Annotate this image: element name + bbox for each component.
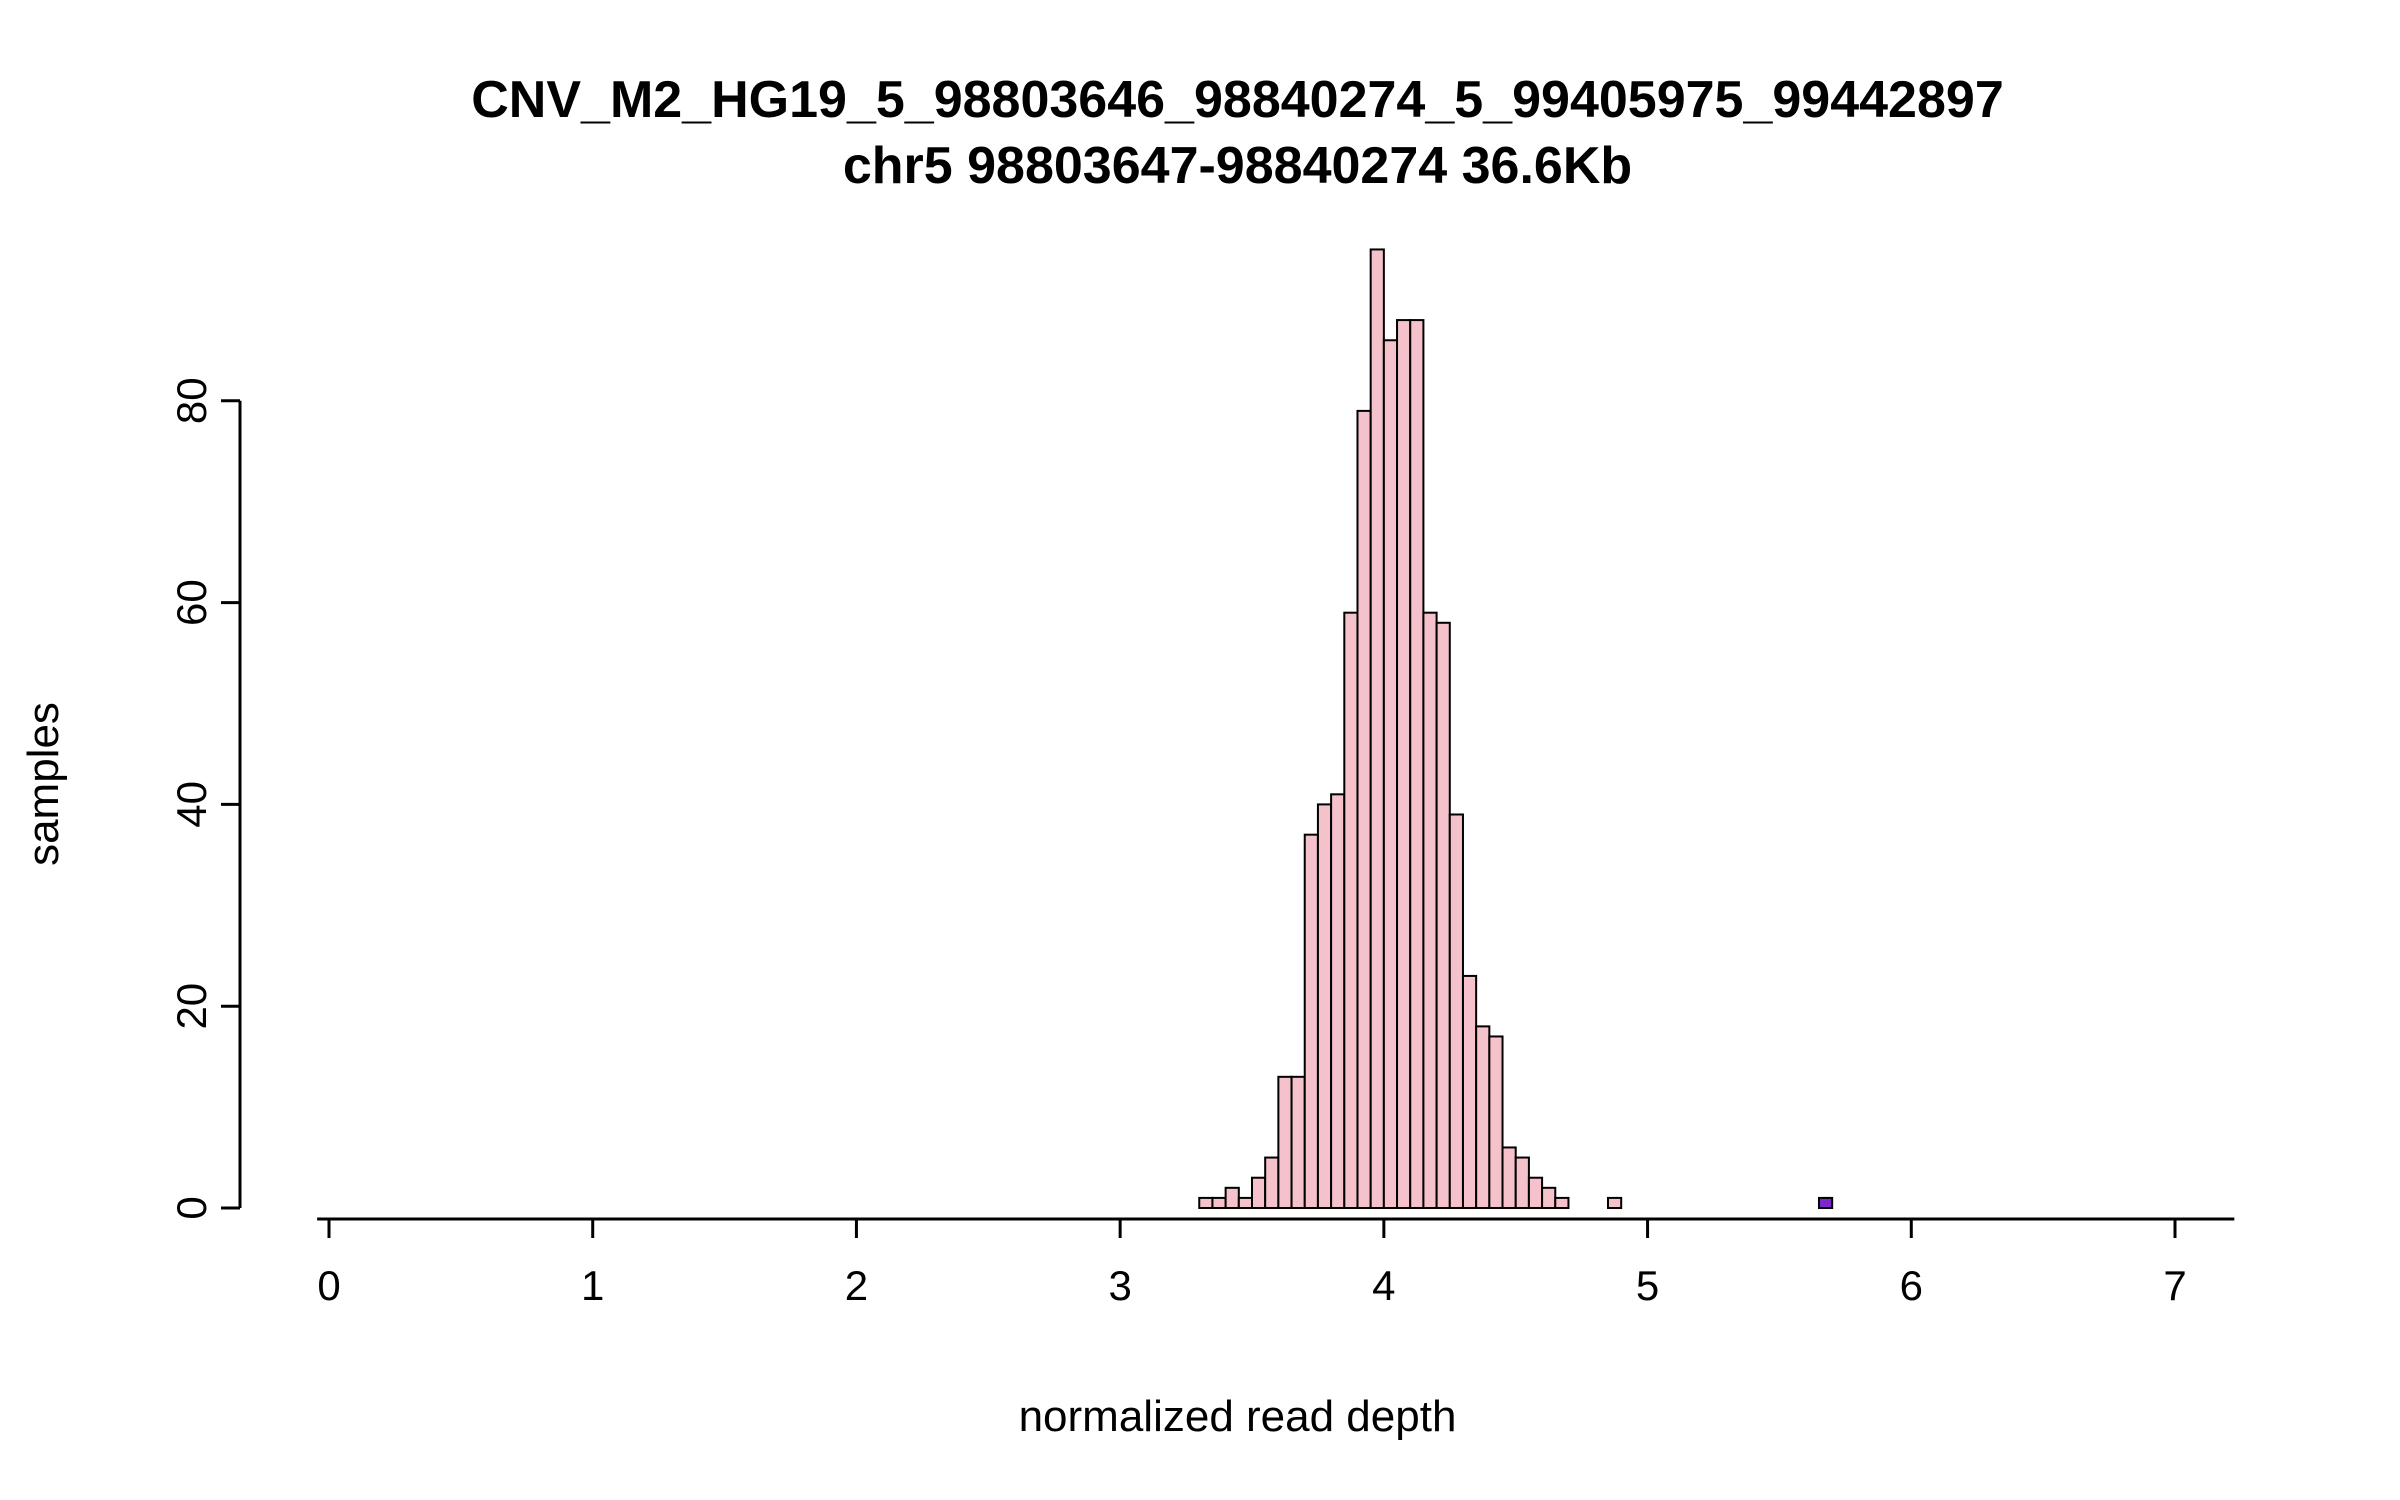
x-tick-label: 2 (845, 1262, 868, 1309)
histogram-bar (1607, 1196, 1623, 1210)
x-tick-label: 1 (581, 1262, 604, 1309)
histogram-bar (1382, 339, 1399, 1209)
outlier-bar (1817, 1196, 1834, 1210)
x-tick-label: 0 (317, 1262, 340, 1309)
histogram-bar (1501, 1146, 1517, 1209)
histogram-bar (1422, 611, 1438, 1209)
histogram-bar (1448, 813, 1464, 1209)
histogram-bar (1554, 1196, 1570, 1210)
histogram-bar (1330, 793, 1346, 1209)
histogram-bar (1237, 1196, 1253, 1210)
histogram-bar (1211, 1196, 1227, 1210)
histogram-bar (1369, 248, 1385, 1209)
histogram-bar (1316, 803, 1333, 1210)
histogram-bar (1461, 974, 1478, 1209)
x-tick-label: 4 (1372, 1262, 1395, 1309)
histogram-bar (1198, 1196, 1214, 1210)
x-tick-label: 7 (2163, 1262, 2186, 1309)
histogram-bar (1488, 1035, 1504, 1209)
chart-title: CNV_M2_HG19_5_98803646_98840274_5_994059… (471, 71, 2004, 129)
x-tick-label: 3 (1108, 1262, 1131, 1309)
histogram-bar (1356, 409, 1372, 1209)
histogram-bar (1475, 1025, 1491, 1209)
y-tick-label: 20 (168, 983, 215, 1030)
histogram-bar (1541, 1186, 1557, 1209)
y-tick-label: 0 (168, 1196, 215, 1219)
histogram-bar (1303, 833, 1319, 1209)
y-axis-label: samples (19, 702, 68, 866)
histogram-bar (1264, 1156, 1280, 1210)
histogram-bar (1250, 1176, 1267, 1209)
y-tick-label: 60 (168, 579, 215, 626)
histogram-bar (1290, 1075, 1306, 1209)
chart-subtitle: chr5 98803647-98840274 36.6Kb (842, 137, 1633, 195)
histogram-bar (1527, 1176, 1544, 1209)
y-tick-label: 40 (168, 781, 215, 828)
histogram-bar (1435, 621, 1451, 1209)
x-tick-label: 6 (1900, 1262, 1923, 1309)
histogram-bar (1277, 1075, 1293, 1209)
histogram-bar (1224, 1186, 1240, 1209)
x-axis-label: normalized read depth (1018, 1392, 1457, 1441)
histogram-bar (1343, 611, 1359, 1209)
y-tick-label: 80 (168, 377, 215, 424)
histogram-bar (1409, 319, 1425, 1209)
histogram-bar (1514, 1156, 1530, 1210)
x-tick-label: 5 (1636, 1262, 1659, 1309)
histogram-bar (1396, 319, 1412, 1209)
